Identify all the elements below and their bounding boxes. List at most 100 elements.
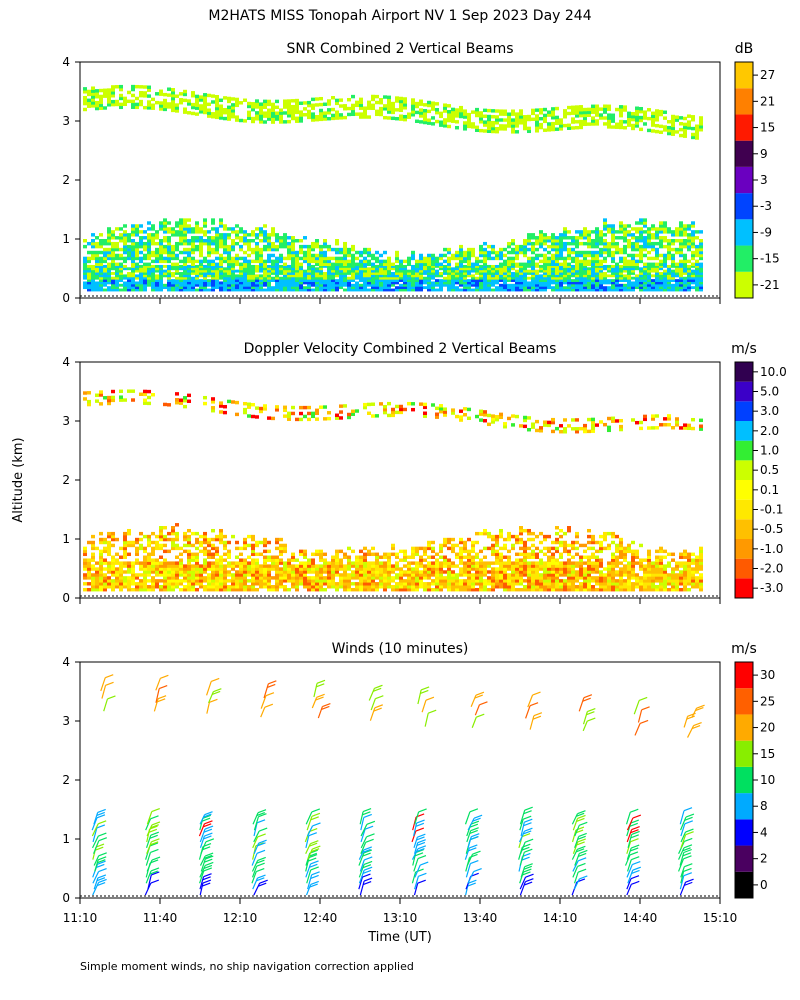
doppler-cell xyxy=(443,585,447,589)
snr-cell xyxy=(147,221,151,225)
snr-cell xyxy=(379,112,383,117)
snr-cell xyxy=(167,93,171,97)
snr-cell xyxy=(555,269,559,273)
doppler-cell xyxy=(107,570,111,574)
snr-cell xyxy=(579,236,583,240)
doppler-cell xyxy=(287,558,291,562)
snr-cell xyxy=(439,279,443,282)
snr-cell xyxy=(139,272,143,275)
snr-cell xyxy=(235,256,239,261)
doppler-cell xyxy=(95,570,99,574)
snr-cell xyxy=(227,267,231,271)
snr-cell xyxy=(259,267,263,271)
doppler-cell xyxy=(395,585,399,589)
doppler-cell xyxy=(263,558,267,562)
doppler-cell xyxy=(179,546,183,551)
snr-cell xyxy=(291,283,295,287)
doppler-cell xyxy=(439,404,443,408)
snr-cell xyxy=(663,227,667,231)
snr-cell xyxy=(531,276,535,280)
snr-cell xyxy=(159,272,163,275)
snr-cell xyxy=(143,94,147,98)
snr-cell xyxy=(623,259,627,264)
snr-cell xyxy=(183,239,187,243)
doppler-cell xyxy=(471,549,475,554)
snr-cell xyxy=(571,108,575,112)
snr-cell xyxy=(515,244,519,249)
snr-cell xyxy=(695,276,699,280)
doppler-cell xyxy=(119,570,123,574)
snr-cell xyxy=(179,272,183,275)
snr-cell xyxy=(567,272,571,275)
snr-cell xyxy=(335,259,339,264)
doppler-cell xyxy=(403,570,407,574)
snr-cell xyxy=(247,259,251,264)
snr-cell xyxy=(315,286,319,290)
snr-cell xyxy=(671,283,675,287)
snr-cell xyxy=(447,118,451,123)
snr-cell xyxy=(159,101,163,105)
doppler-cell xyxy=(447,540,451,545)
doppler-cell xyxy=(119,546,123,551)
snr-cell xyxy=(383,286,387,290)
doppler-cell xyxy=(283,543,287,548)
snr-cell xyxy=(603,104,607,108)
snr-cell xyxy=(275,262,279,267)
snr-cell xyxy=(679,281,683,285)
snr-cell xyxy=(311,247,315,252)
snr-cell xyxy=(183,98,187,103)
snr-cell xyxy=(559,127,563,131)
snr-cell xyxy=(291,116,295,121)
snr-cell xyxy=(659,274,663,278)
doppler-cell xyxy=(183,531,187,536)
snr-cell xyxy=(203,267,207,271)
snr-cell xyxy=(431,259,435,264)
snr-cell xyxy=(655,227,659,231)
snr-cell xyxy=(563,241,567,246)
doppler-cell xyxy=(87,399,91,404)
snr-cell xyxy=(279,236,283,240)
snr-cell xyxy=(511,276,515,280)
snr-cell xyxy=(127,267,131,271)
snr-cell xyxy=(599,269,603,273)
snr-cell xyxy=(275,274,279,278)
snr-cell xyxy=(639,236,643,240)
snr-cell xyxy=(327,267,331,271)
doppler-cell xyxy=(119,582,123,586)
snr-cell xyxy=(679,233,683,237)
snr-cell xyxy=(603,267,607,271)
snr-cell xyxy=(619,269,623,273)
snr-cell xyxy=(387,95,391,100)
snr-cell xyxy=(279,272,283,275)
snr-cell xyxy=(603,264,607,268)
doppler-cell xyxy=(435,564,439,568)
snr-cell xyxy=(187,281,191,285)
snr-cell xyxy=(87,276,91,280)
snr-cell xyxy=(399,269,403,273)
doppler-cell xyxy=(187,528,191,533)
snr-cell xyxy=(307,267,311,271)
snr-cell xyxy=(191,288,195,292)
snr-cell xyxy=(683,134,687,138)
snr-cell xyxy=(167,247,171,252)
snr-cell xyxy=(339,286,343,290)
snr-cell xyxy=(627,259,631,264)
doppler-cell xyxy=(207,573,211,577)
snr-cell xyxy=(267,269,271,273)
snr-cell xyxy=(87,250,91,255)
snr-cell xyxy=(375,267,379,271)
snr-cell xyxy=(403,267,407,271)
snr-cell xyxy=(495,264,499,268)
doppler-cell xyxy=(259,570,263,574)
doppler-cell xyxy=(415,567,419,571)
doppler-cell xyxy=(463,570,467,574)
doppler-cell xyxy=(167,582,171,586)
snr-cell xyxy=(507,241,511,246)
snr-cell xyxy=(211,218,215,222)
snr-cell xyxy=(491,281,495,285)
snr-cell xyxy=(119,276,123,280)
snr-cell xyxy=(619,108,623,112)
doppler-cell xyxy=(411,587,415,592)
colorbar-frame xyxy=(734,61,754,299)
doppler-cell xyxy=(219,540,223,545)
